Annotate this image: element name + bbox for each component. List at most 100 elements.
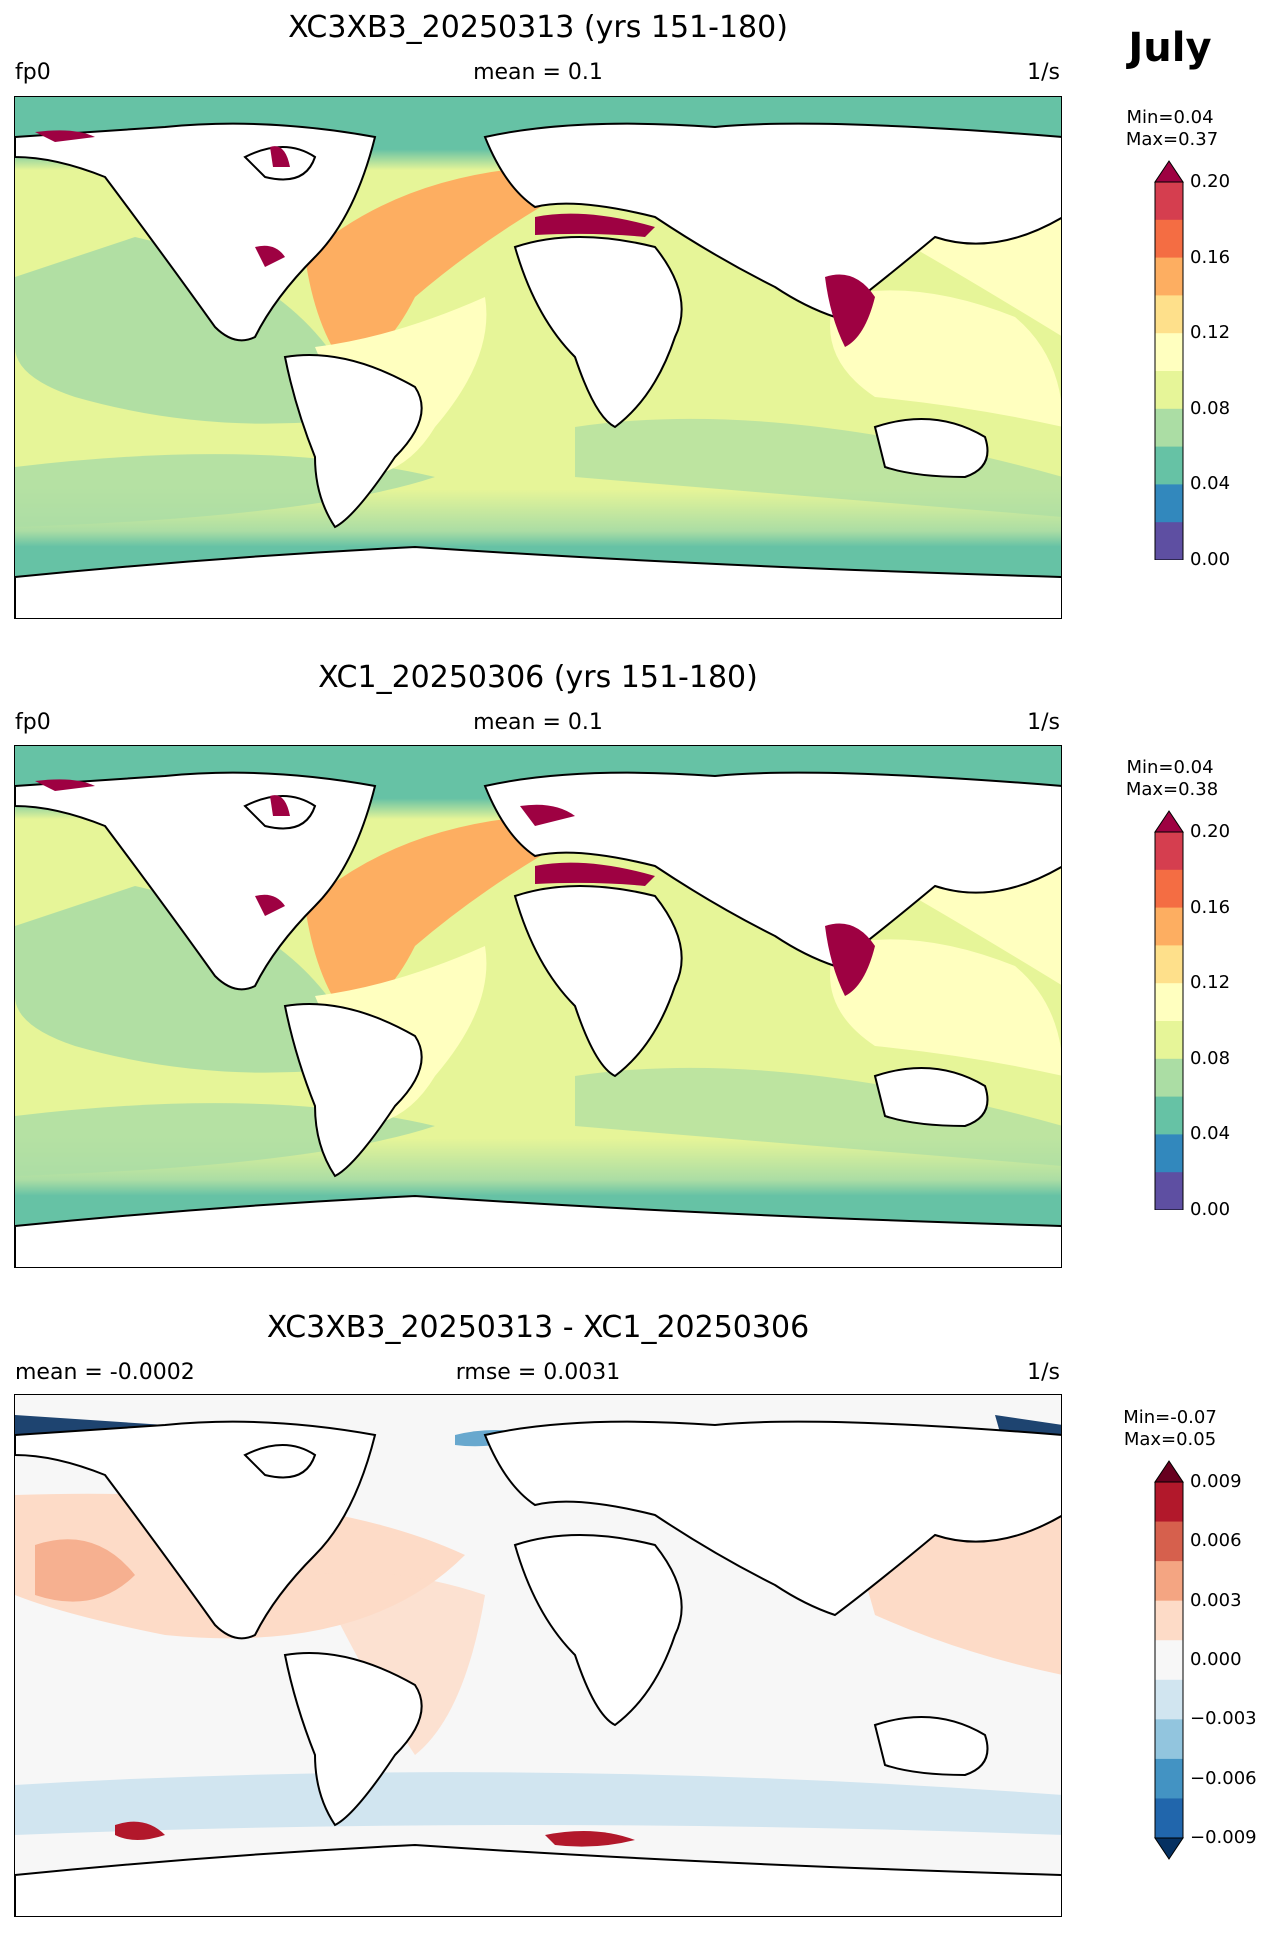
north-sea bbox=[520, 804, 575, 826]
africa bbox=[513, 236, 683, 429]
panel-3-title: XC3XB3_20250313 - XC1_20250306 bbox=[266, 1310, 810, 1345]
colorbar-segment bbox=[1155, 484, 1183, 523]
colorbar-segment bbox=[1155, 945, 1183, 984]
colorbar-segment bbox=[1155, 907, 1183, 946]
continents bbox=[15, 771, 1061, 1267]
north-atlantic-high-region bbox=[305, 816, 575, 1016]
south-china-sea bbox=[825, 923, 875, 996]
bering-sea bbox=[35, 779, 95, 791]
south-america bbox=[283, 1652, 423, 1827]
west-pacific-region bbox=[830, 290, 1061, 427]
hudson-bay bbox=[270, 795, 290, 816]
colorbar-tick-label: −0.009 bbox=[1190, 1827, 1257, 1848]
eurasia bbox=[483, 1420, 1061, 1617]
colorbar-segment bbox=[1155, 1482, 1183, 1523]
colorbar-tick-label: 0.006 bbox=[1190, 1530, 1242, 1552]
colorbar-tick-label: 0.003 bbox=[1190, 1589, 1242, 1611]
south-indian-low-region bbox=[575, 418, 1061, 517]
colorbar-tick-label: 0.08 bbox=[1190, 1047, 1231, 1069]
south-china-sea bbox=[825, 274, 875, 347]
colorbar-segment bbox=[1155, 1521, 1183, 1562]
colorbar-segment bbox=[1155, 1640, 1183, 1681]
panel-2-max: Max=0.38 bbox=[1125, 779, 1219, 800]
panel-2-colorbar bbox=[1154, 810, 1184, 1211]
mediterranean bbox=[535, 213, 655, 237]
colorbar-segment bbox=[1155, 1600, 1183, 1641]
colorbar-segment bbox=[1155, 295, 1183, 334]
month-label: July bbox=[1128, 25, 1212, 71]
colorbar-segment bbox=[1155, 1021, 1183, 1060]
eurasia bbox=[483, 771, 1061, 968]
colorbar-tick-label: 0.04 bbox=[1190, 473, 1231, 495]
colorbar-tick-label: 0.00 bbox=[1190, 1199, 1231, 1220]
south-america bbox=[283, 354, 423, 529]
panel-1-variable: fp0 bbox=[15, 60, 51, 85]
colorbar-extend-max bbox=[1154, 160, 1184, 183]
panel-2-map bbox=[14, 745, 1062, 1268]
colorbar-tick-label: 0.16 bbox=[1190, 896, 1231, 918]
colorbar-tick-label: 0.20 bbox=[1190, 821, 1231, 842]
colorbar-tick-label: −0.006 bbox=[1190, 1767, 1257, 1789]
greenland bbox=[243, 1444, 317, 1479]
panel-1-min: Min=0.04 bbox=[1126, 107, 1214, 128]
panel-3-max: Max=0.05 bbox=[1123, 1429, 1217, 1450]
colorbar-segment bbox=[1155, 182, 1183, 221]
panel-3-min: Min=-0.07 bbox=[1123, 1407, 1217, 1428]
panel-3-mean: mean = -0.0002 bbox=[15, 1360, 195, 1385]
colorbar-segment bbox=[1155, 1679, 1183, 1720]
australia bbox=[873, 418, 989, 479]
colorbar-tick-label: 0.04 bbox=[1190, 1123, 1231, 1145]
africa bbox=[513, 1534, 683, 1727]
colorbar-segment bbox=[1155, 1172, 1183, 1211]
colorbar-segment bbox=[1155, 333, 1183, 372]
colorbar-segment bbox=[1155, 1058, 1183, 1098]
australia bbox=[873, 1716, 989, 1777]
panel-2-variable: fp0 bbox=[15, 710, 51, 735]
south-indian-low-region bbox=[575, 1067, 1061, 1166]
high-value-seas bbox=[35, 130, 875, 347]
colorbar-segment bbox=[1155, 1798, 1183, 1839]
southern-positive-patch-1 bbox=[115, 1821, 165, 1840]
colorbar-segment bbox=[1155, 1096, 1183, 1135]
panel-3-rmse: rmse = 0.0031 bbox=[455, 1360, 621, 1385]
colorbar-tick-label: 0.00 bbox=[1190, 549, 1231, 570]
mediterranean bbox=[535, 862, 655, 886]
panel-2-mean: mean = 0.1 bbox=[473, 710, 603, 735]
panel-3-map-svg bbox=[15, 1395, 1061, 1916]
panel-3-colorbar-ticks: 0.009 0.006 0.003 0.000 −0.003 −0.006 −0.009 bbox=[1190, 1460, 1280, 1860]
colorbar-segment bbox=[1155, 1134, 1183, 1173]
panel-1-colorbar bbox=[1154, 160, 1184, 561]
panel-3-map bbox=[14, 1394, 1062, 1917]
southern-ocean-negative bbox=[15, 1772, 1061, 1835]
gulf-of-mexico bbox=[255, 894, 285, 916]
north-atlantic-high-region bbox=[305, 167, 575, 367]
panel-2-map-svg bbox=[15, 746, 1061, 1267]
high-value-seas bbox=[35, 779, 875, 996]
eurasia bbox=[483, 122, 1061, 319]
hudson-bay bbox=[270, 146, 290, 167]
colorbar-segment bbox=[1155, 1561, 1183, 1602]
panel-1-units: 1/s bbox=[1027, 60, 1060, 85]
panel-2-min: Min=0.04 bbox=[1126, 757, 1214, 778]
africa bbox=[513, 885, 683, 1078]
colorbar-segment bbox=[1155, 522, 1183, 561]
colorbar-tick-label: 0.009 bbox=[1190, 1471, 1242, 1492]
antarctica bbox=[15, 545, 1061, 618]
colorbar-segment bbox=[1155, 832, 1183, 871]
antarctica bbox=[15, 1194, 1061, 1267]
gulf-of-mexico bbox=[255, 245, 285, 267]
colorbar-tick-label: 0.12 bbox=[1190, 972, 1231, 994]
colorbar-segment bbox=[1155, 1758, 1183, 1799]
panel-1-mean: mean = 0.1 bbox=[473, 60, 603, 85]
colorbar-segment bbox=[1155, 1719, 1183, 1760]
colorbar-segment bbox=[1155, 257, 1183, 296]
continents bbox=[15, 122, 1061, 618]
tropical-atlantic-positive bbox=[315, 1572, 485, 1755]
panel-1-title: XC3XB3_20250313 (yrs 151-180) bbox=[288, 10, 788, 45]
colorbar-tick-label: 0.000 bbox=[1190, 1649, 1242, 1670]
panel-2-title: XC1_20250306 (yrs 151-180) bbox=[318, 660, 758, 695]
colorbar-segment bbox=[1155, 983, 1183, 1022]
colorbar-extend-max bbox=[1154, 1460, 1184, 1483]
colorbar-extend-max bbox=[1154, 810, 1184, 833]
southern-positive-patch-2 bbox=[545, 1831, 635, 1847]
